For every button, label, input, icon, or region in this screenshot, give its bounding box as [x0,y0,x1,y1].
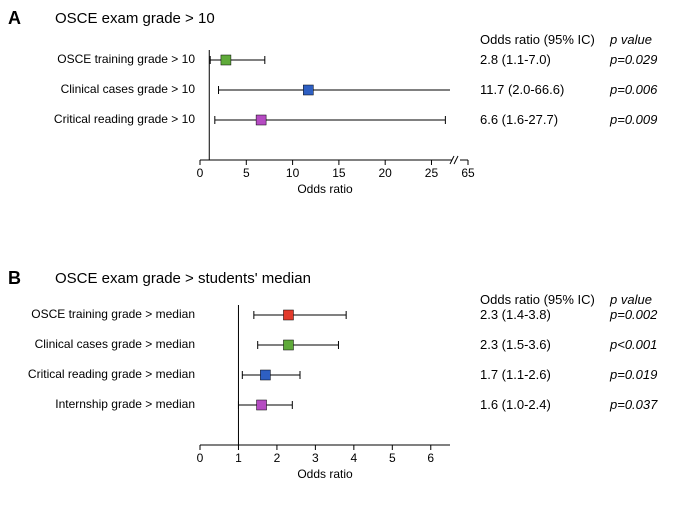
tick-label: 5 [243,166,250,180]
tick-label: 4 [351,451,358,465]
odds-ratio-text: 2.3 (1.4-3.8) [480,307,551,322]
tick-label: 1 [235,451,242,465]
tick-label: 3 [312,451,319,465]
tick-label: 15 [332,166,346,180]
tick-label: 2 [274,451,281,465]
tick-label: 0 [197,451,204,465]
odds-ratio-text: 1.7 (1.1-2.6) [480,367,551,382]
tick-label: 20 [379,166,393,180]
odds-ratio-text: 1.6 (1.0-2.4) [480,397,551,412]
x-axis-label: Odds ratio [200,182,450,196]
row-label: Clinical cases grade > median [0,337,195,351]
point-marker [303,85,313,95]
tick-label: 10 [286,166,300,180]
panel-b: BOSCE exam grade > students' medianOdds … [0,260,685,520]
p-value-text: p=0.002 [610,307,657,322]
point-marker [221,55,231,65]
row-label: Critical reading grade > median [0,367,195,381]
p-value-text: p<0.001 [610,337,657,352]
row-label: Critical reading grade > 10 [0,112,195,126]
point-marker [257,400,267,410]
tick-label: 0 [197,166,204,180]
row-label: Clinical cases grade > 10 [0,82,195,96]
point-marker [283,340,293,350]
p-value-text: p=0.006 [610,82,657,97]
p-value-text: p=0.019 [610,367,657,382]
row-label: OSCE training grade > 10 [0,52,195,66]
point-marker [256,115,266,125]
odds-ratio-text: 11.7 (2.0-66.6) [480,82,564,97]
panel-a: AOSCE exam grade > 10Odds ratio (95% IC)… [0,0,685,230]
forest-plot-svg: 0 1 2 3 4 5 6 [0,260,685,520]
p-value-text: p=0.009 [610,112,657,127]
point-marker [260,370,270,380]
odds-ratio-text: 2.3 (1.5-3.6) [480,337,551,352]
row-label: Internship grade > median [0,397,195,411]
x-axis-label: Odds ratio [200,467,450,481]
tick-label: 5 [389,451,396,465]
p-value-text: p=0.029 [610,52,657,67]
odds-ratio-text: 2.8 (1.1-7.0) [480,52,551,67]
tick-label: 6 [427,451,434,465]
tick-label: 25 [425,166,439,180]
row-label: OSCE training grade > median [0,307,195,321]
point-marker [283,310,293,320]
odds-ratio-text: 6.6 (1.6-27.7) [480,112,558,127]
tick-label: 65 [461,166,475,180]
p-value-text: p=0.037 [610,397,657,412]
